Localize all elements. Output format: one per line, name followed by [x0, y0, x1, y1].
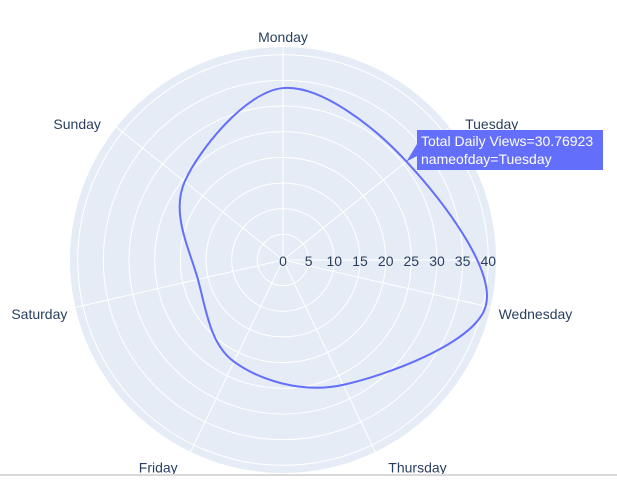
angular-tick-monday: Monday: [258, 29, 308, 45]
angular-tick-tuesday: Tuesday: [465, 116, 518, 132]
radial-tick-label: 35: [455, 253, 471, 269]
angular-tick-sunday: Sunday: [53, 116, 100, 132]
radial-tick-label: 15: [352, 253, 368, 269]
series-line: [178, 87, 488, 389]
radial-tick-label: 25: [404, 253, 420, 269]
hover-tooltip-box: [417, 130, 603, 170]
angular-tick-friday: Friday: [139, 460, 178, 476]
radial-tick-label: 10: [327, 253, 343, 269]
hover-tooltip-arrow: [406, 144, 417, 162]
radial-tick-label: 20: [378, 253, 394, 269]
data-point-sunday[interactable]: [180, 177, 190, 187]
data-point-saturday[interactable]: [193, 274, 203, 284]
hover-tooltip-day: nameofday=Tuesday: [421, 151, 552, 167]
hover-tooltip-value: Total Daily Views=30.76923: [421, 133, 593, 149]
angular-tick-saturday: Saturday: [11, 306, 67, 322]
angular-tick-thursday: Thursday: [388, 460, 446, 476]
radial-tick-label: 30: [429, 253, 445, 269]
radial-tick-label: 5: [305, 253, 313, 269]
angular-gridline: [75, 259, 284, 308]
angular-tick-wednesday: Wednesday: [499, 306, 573, 322]
angular-gridline: [282, 259, 491, 308]
page-bottom-border: [0, 474, 617, 476]
data-point-thursday[interactable]: [338, 380, 348, 390]
angular-gridline: [190, 259, 284, 453]
data-point-friday[interactable]: [229, 357, 239, 367]
hover-tooltip: Total Daily Views=30.76923 nameofday=Tue…: [406, 130, 603, 170]
radial-tick-label: 0: [279, 253, 287, 269]
data-point-monday[interactable]: [278, 83, 288, 93]
data-point-wednesday[interactable]: [481, 301, 491, 311]
radial-tick-label: 40: [481, 253, 497, 269]
angular-gridline: [282, 259, 376, 453]
angular-gridline: [116, 126, 284, 261]
